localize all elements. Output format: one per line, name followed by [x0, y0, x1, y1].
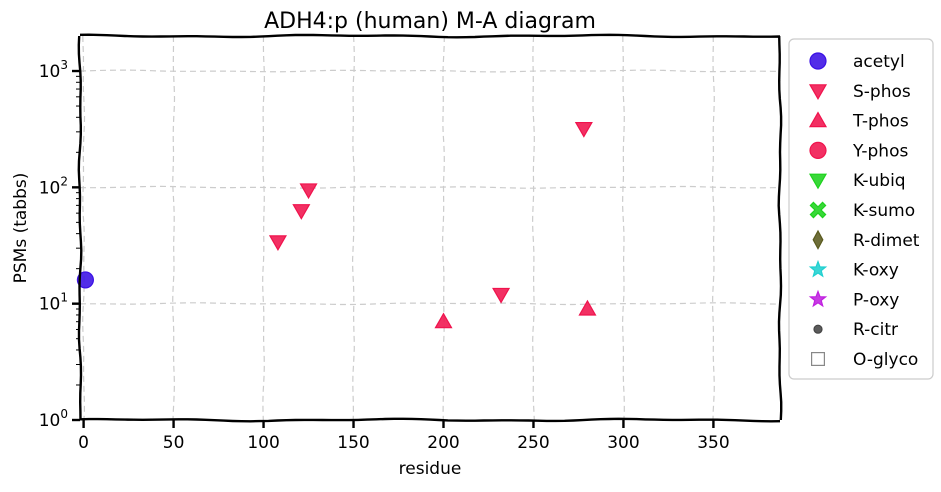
legend-marker	[808, 84, 828, 101]
x-tick-label: 200	[427, 433, 459, 453]
y-tick-label: 101	[39, 291, 68, 315]
grid-line-x	[531, 35, 535, 421]
grid-line-x	[441, 35, 445, 421]
grid-line-y	[79, 185, 781, 189]
ticks: 0 50 100 150 200 250 300 350 100 101 102 103	[39, 58, 730, 453]
y-axis-label: PSMs (tabbs)	[11, 173, 31, 284]
legend-label: T-phos	[852, 112, 909, 132]
y-tick-label: 100	[39, 407, 68, 431]
data-point	[268, 235, 287, 252]
legend-label: R-citr	[853, 320, 898, 340]
data-point	[292, 204, 311, 220]
y-tick-label: 103	[39, 58, 68, 82]
legend-item: R-dimet	[812, 229, 920, 251]
x-tick-label: 50	[163, 433, 185, 453]
legend-marker	[808, 289, 828, 308]
legend-item: acetyl	[809, 52, 905, 72]
data-point	[299, 183, 318, 200]
legend-label: K-oxy	[853, 261, 899, 281]
legend-item: S-phos	[808, 82, 911, 102]
grid-line-x	[262, 35, 266, 421]
legend-item: O-glyco	[810, 350, 918, 370]
data-point	[434, 312, 453, 329]
x-tick-label: 350	[697, 433, 729, 453]
legend-marker	[813, 324, 823, 334]
legend-item: K-ubiq	[808, 171, 906, 191]
data-point	[574, 121, 593, 138]
data-point	[578, 299, 597, 316]
plot-frame	[77, 33, 783, 423]
legend-item: K-sumo	[809, 201, 915, 221]
legend-marker	[808, 173, 828, 190]
grid-line-x	[172, 35, 176, 421]
legend-item: Y-phos	[809, 141, 908, 161]
chart-title: ADH4:p (human) M-A diagram	[264, 9, 596, 34]
grid-line-y	[79, 302, 781, 306]
legend-label: Y-phos	[852, 141, 908, 161]
legend-marker	[810, 352, 825, 367]
legend-item: T-phos	[808, 111, 909, 132]
x-tick-label: 100	[247, 433, 279, 453]
legend-label: O-glyco	[853, 350, 918, 370]
grid-line-x	[621, 35, 625, 421]
legend-marker	[812, 229, 824, 250]
legend-marker	[809, 52, 827, 70]
legend-label: R-dimet	[853, 231, 920, 251]
grid	[79, 35, 781, 421]
x-axis-label: residue	[399, 459, 462, 479]
legend-label: P-oxy	[853, 290, 899, 310]
legend-label: K-sumo	[853, 201, 915, 221]
grid-line-x	[711, 35, 715, 421]
data-point	[76, 271, 94, 289]
x-tick-label: 0	[78, 433, 89, 453]
legend: acetyl S-phos T-phos Y-phos K-ubiq K-sumo R-di…	[788, 38, 934, 380]
y-tick-label: 102	[39, 174, 68, 198]
legend-item: K-oxy	[808, 259, 899, 281]
x-tick-label: 300	[607, 433, 639, 453]
grid-line-x	[351, 35, 355, 421]
legend-label: S-phos	[853, 82, 911, 102]
grid-line-y	[79, 69, 781, 73]
data-points	[76, 121, 597, 329]
x-tick-label: 250	[517, 433, 549, 453]
legend-label: K-ubiq	[853, 171, 906, 191]
legend-marker	[808, 259, 828, 278]
legend-marker	[809, 141, 827, 159]
grid-line-x	[82, 35, 86, 421]
legend-item: R-citr	[813, 320, 898, 340]
legend-label: acetyl	[853, 52, 905, 72]
x-tick-label: 150	[337, 433, 369, 453]
legend-marker	[808, 111, 828, 128]
legend-item: P-oxy	[808, 289, 899, 310]
legend-marker	[809, 201, 827, 219]
data-point	[492, 287, 511, 304]
